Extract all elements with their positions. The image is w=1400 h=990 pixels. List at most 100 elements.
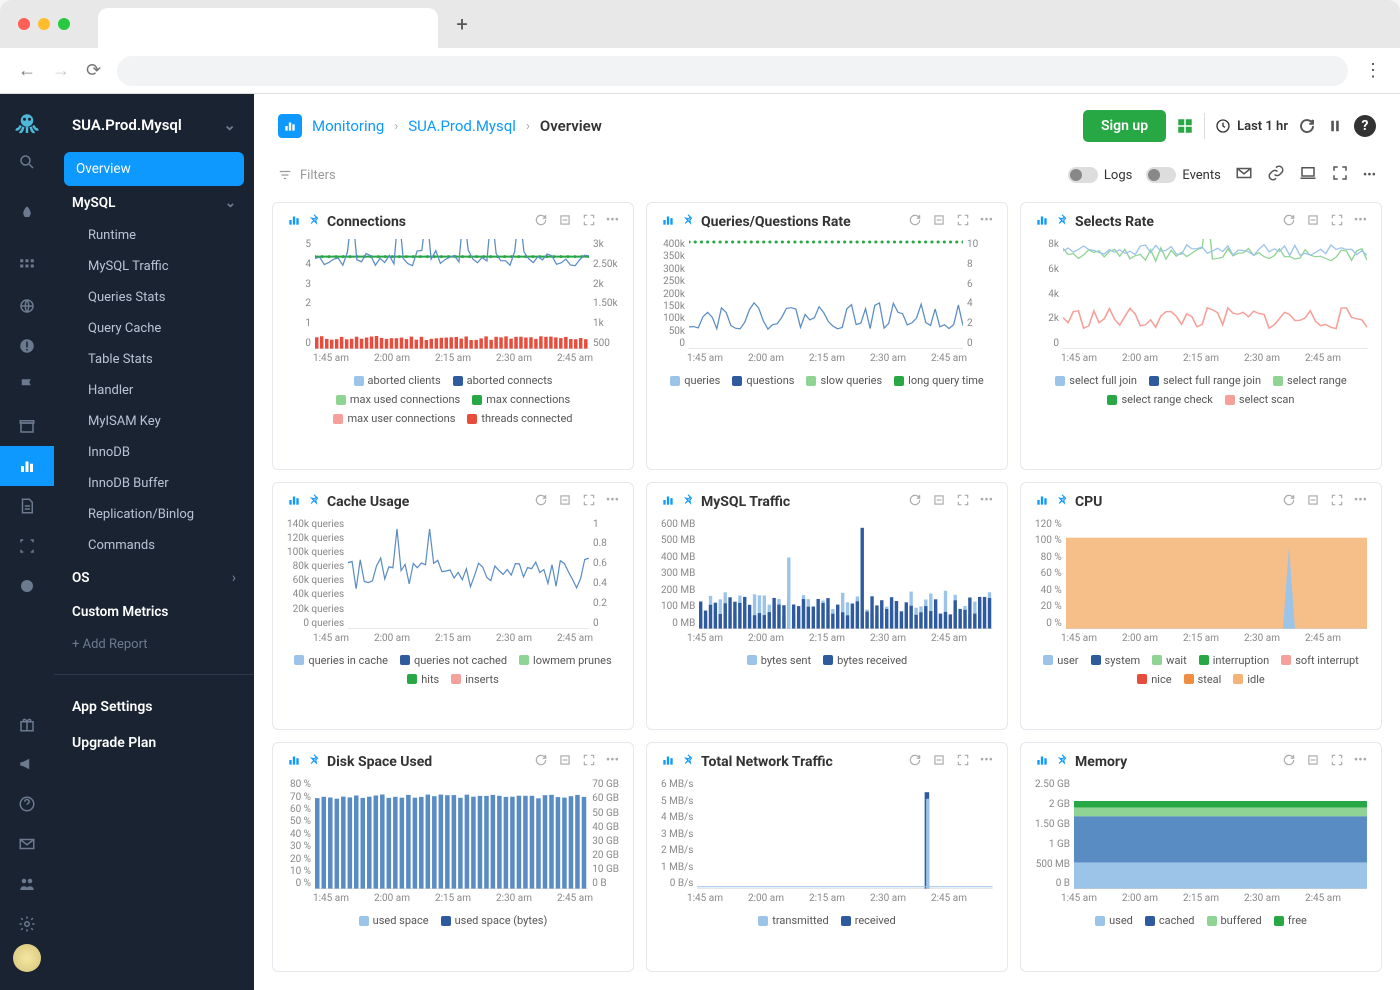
- legend-item[interactable]: steal: [1184, 673, 1222, 686]
- reload-button[interactable]: ⟳: [86, 60, 101, 81]
- sidebar-item-custom-metrics[interactable]: Custom Metrics: [54, 595, 254, 629]
- sidebar-subitem[interactable]: Queries Stats: [54, 282, 254, 313]
- chart-more-icon[interactable]: •••: [980, 753, 993, 771]
- signup-button[interactable]: Sign up: [1083, 110, 1166, 142]
- flag-icon[interactable]: [0, 366, 54, 406]
- sidebar-item-mysql[interactable]: MySQL⌄: [54, 186, 254, 220]
- chart-more-icon[interactable]: •••: [606, 753, 619, 771]
- sidebar-subitem[interactable]: Query Cache: [54, 313, 254, 344]
- legend-item[interactable]: select full join: [1055, 374, 1137, 387]
- gift-icon[interactable]: [0, 704, 54, 744]
- alert-icon[interactable]: [0, 326, 54, 366]
- sidebar-subitem[interactable]: Handler: [54, 375, 254, 406]
- legend-item[interactable]: select range check: [1107, 393, 1212, 406]
- fullscreen-icon[interactable]: [1331, 164, 1349, 186]
- legend-item[interactable]: threads connected: [467, 412, 572, 425]
- pin-icon[interactable]: [681, 213, 695, 231]
- filters-button[interactable]: Filters: [278, 168, 1054, 183]
- logs-toggle[interactable]: Logs: [1068, 167, 1132, 183]
- time-range-selector[interactable]: Last 1 hr: [1215, 118, 1288, 134]
- ball-icon[interactable]: [0, 566, 54, 606]
- chart-minimize-icon[interactable]: [1306, 753, 1320, 771]
- chart-minimize-icon[interactable]: [932, 753, 946, 771]
- url-input[interactable]: [117, 56, 1348, 86]
- chart-more-icon[interactable]: •••: [606, 213, 619, 231]
- chart-minimize-icon[interactable]: [1306, 493, 1320, 511]
- chart-plot[interactable]: [689, 239, 963, 349]
- add-report-button[interactable]: + Add Report: [54, 629, 254, 660]
- pin-icon[interactable]: [307, 493, 321, 511]
- chart-more-icon[interactable]: •••: [1354, 753, 1367, 771]
- legend-item[interactable]: user: [1043, 654, 1078, 667]
- legend-item[interactable]: slow queries: [806, 374, 882, 387]
- chart-expand-icon[interactable]: [956, 213, 970, 231]
- chart-plot[interactable]: [699, 519, 993, 629]
- chart-plot[interactable]: [315, 779, 588, 889]
- pause-button[interactable]: [1326, 117, 1344, 135]
- chart-refresh-icon[interactable]: [534, 213, 548, 231]
- pin-icon[interactable]: [307, 213, 321, 231]
- legend-item[interactable]: lowmem prunes: [519, 654, 612, 667]
- sidebar-subitem[interactable]: InnoDB: [54, 437, 254, 468]
- chart-minimize-icon[interactable]: [558, 493, 572, 511]
- legend-item[interactable]: max user connections: [333, 412, 455, 425]
- legend-item[interactable]: system: [1091, 654, 1141, 667]
- archive-icon[interactable]: [0, 406, 54, 446]
- app-settings-link[interactable]: App Settings: [54, 689, 254, 725]
- megaphone-icon[interactable]: [0, 744, 54, 784]
- chart-more-icon[interactable]: •••: [980, 493, 993, 511]
- legend-item[interactable]: buffered: [1207, 914, 1262, 927]
- sidebar-subitem[interactable]: Table Stats: [54, 344, 254, 375]
- chart-expand-icon[interactable]: [582, 213, 596, 231]
- pin-icon[interactable]: [307, 753, 321, 771]
- app-logo[interactable]: [12, 108, 42, 142]
- legend-item[interactable]: queries: [670, 374, 720, 387]
- back-button[interactable]: ←: [18, 60, 36, 81]
- pin-icon[interactable]: [1055, 493, 1069, 511]
- chart-expand-icon[interactable]: [582, 753, 596, 771]
- chart-more-icon[interactable]: •••: [606, 493, 619, 511]
- legend-item[interactable]: max connections: [472, 393, 570, 406]
- grid-icon[interactable]: [0, 246, 54, 286]
- legend-item[interactable]: nice: [1137, 673, 1171, 686]
- chart-more-icon[interactable]: •••: [980, 213, 993, 231]
- legend-item[interactable]: queries not cached: [400, 654, 507, 667]
- chart-refresh-icon[interactable]: [1282, 213, 1296, 231]
- legend-item[interactable]: queries in cache: [294, 654, 388, 667]
- link-icon[interactable]: [1267, 164, 1285, 186]
- upgrade-plan-link[interactable]: Upgrade Plan: [54, 725, 254, 761]
- laptop-icon[interactable]: [1299, 164, 1317, 186]
- chart-expand-icon[interactable]: [582, 493, 596, 511]
- legend-item[interactable]: max used connections: [336, 393, 460, 406]
- sidebar-subitem[interactable]: Commands: [54, 530, 254, 561]
- user-avatar[interactable]: [13, 944, 41, 972]
- legend-item[interactable]: cached: [1145, 914, 1195, 927]
- app-name-selector[interactable]: SUA.Prod.Mysql⌄: [54, 112, 254, 152]
- help-icon[interactable]: [0, 784, 54, 824]
- mail-icon[interactable]: [0, 824, 54, 864]
- chart-plot[interactable]: [1074, 779, 1367, 889]
- sidebar-subitem[interactable]: InnoDB Buffer: [54, 468, 254, 499]
- chart-refresh-icon[interactable]: [908, 753, 922, 771]
- close-window-button[interactable]: [18, 18, 30, 30]
- legend-item[interactable]: used: [1095, 914, 1133, 927]
- chart-plot[interactable]: [1066, 519, 1367, 629]
- browser-menu-button[interactable]: ⋮: [1364, 60, 1382, 81]
- search-icon[interactable]: [0, 142, 54, 182]
- chart-plot[interactable]: [348, 519, 589, 629]
- chart-plot[interactable]: [315, 239, 589, 349]
- scan-icon[interactable]: [0, 526, 54, 566]
- legend-item[interactable]: select range: [1273, 374, 1347, 387]
- refresh-button[interactable]: [1298, 117, 1316, 135]
- chart-more-icon[interactable]: •••: [1354, 493, 1367, 511]
- globe-icon[interactable]: [0, 286, 54, 326]
- chart-more-icon[interactable]: •••: [1354, 213, 1367, 231]
- minimize-window-button[interactable]: [38, 18, 50, 30]
- legend-item[interactable]: interruption: [1199, 654, 1270, 667]
- browser-tab[interactable]: [98, 8, 438, 48]
- legend-item[interactable]: long query time: [894, 374, 984, 387]
- team-icon[interactable]: [0, 864, 54, 904]
- chart-refresh-icon[interactable]: [534, 753, 548, 771]
- legend-item[interactable]: idle: [1233, 673, 1264, 686]
- legend-item[interactable]: questions: [732, 374, 794, 387]
